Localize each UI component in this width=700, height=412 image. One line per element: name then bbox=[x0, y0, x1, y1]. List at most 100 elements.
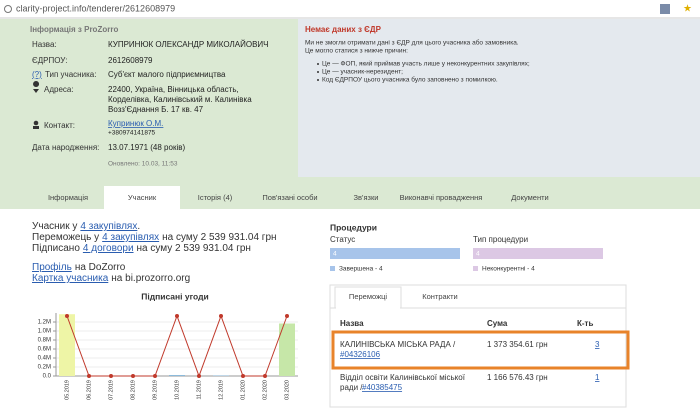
edr-title: Немає даних з ЄДР bbox=[305, 25, 382, 34]
point bbox=[197, 374, 201, 378]
point bbox=[87, 374, 91, 378]
value: Возз'Єднання Б. 17 кв. 47 bbox=[108, 105, 204, 114]
count[interactable]: 1 bbox=[595, 373, 600, 382]
text: Переможець у bbox=[32, 232, 99, 243]
point bbox=[131, 374, 135, 378]
tab[interactable]: Інформація bbox=[48, 193, 88, 202]
procedure-label: Тип процедури bbox=[473, 235, 528, 244]
updated: Оновлено: 10.03, 11:53 bbox=[108, 161, 178, 168]
count[interactable]: 3 bbox=[595, 340, 600, 349]
org-code[interactable]: #04326106 bbox=[340, 350, 381, 359]
hint[interactable]: (?) bbox=[32, 70, 42, 79]
tab[interactable]: Учасник bbox=[128, 193, 157, 202]
procedure-value: 4 bbox=[476, 251, 480, 258]
bar bbox=[59, 314, 75, 376]
bar bbox=[169, 375, 185, 376]
label: ЄДРПОУ: bbox=[32, 56, 67, 65]
value: 13.07.1971 (48 років) bbox=[108, 143, 185, 152]
x-tick-label: 09.2019 bbox=[152, 380, 158, 400]
tab[interactable]: Переможці bbox=[349, 292, 387, 301]
point bbox=[285, 314, 289, 318]
summary-line: Підписано 4 договори на суму 2 539 931.04 … bbox=[32, 243, 251, 254]
sum: 1 166 576.43 грн bbox=[487, 373, 548, 382]
tab[interactable]: Зв'язки bbox=[354, 193, 379, 202]
sum: 1 373 354.61 грн bbox=[487, 340, 548, 349]
bar bbox=[279, 323, 295, 376]
pin-icon bbox=[33, 81, 40, 93]
person-icon bbox=[33, 120, 39, 126]
procedures-title: Процедури bbox=[330, 222, 377, 232]
org-name: Відділ освіти Калинівської міської bbox=[340, 373, 466, 382]
phone: +380974141875 bbox=[108, 130, 156, 137]
tab[interactable]: Виконавчі провадження bbox=[400, 193, 483, 202]
value: Корделівка, Калинівський м. Калинівка bbox=[108, 95, 252, 104]
x-tick-label: 12.2019 bbox=[218, 380, 224, 400]
tab[interactable]: Історія (4) bbox=[198, 193, 233, 202]
value: 2612608979 bbox=[108, 56, 153, 65]
point bbox=[241, 374, 245, 378]
bullet bbox=[317, 79, 319, 81]
tab-active[interactable] bbox=[104, 186, 180, 210]
highlight bbox=[331, 330, 630, 370]
contact-link[interactable]: Купринюк О.М. bbox=[108, 119, 163, 128]
label: Дата народження: bbox=[32, 143, 99, 152]
text: Підписано bbox=[32, 243, 80, 254]
point bbox=[263, 374, 267, 378]
text: Учасник у bbox=[32, 221, 77, 232]
point bbox=[153, 374, 157, 378]
x-tick-label: 03.2020 bbox=[284, 380, 290, 400]
org-code[interactable]: #40385475 bbox=[362, 383, 403, 392]
y-tick-label: 1.0M bbox=[38, 329, 51, 335]
value: КУПРИНЮК ОЛЕКСАНДР МИКОЛАЙОВИЧ bbox=[108, 40, 268, 49]
link[interactable]: Картка учасника bbox=[32, 273, 109, 284]
summary-line: Профіль на DoZorro bbox=[32, 261, 126, 273]
point bbox=[175, 314, 179, 318]
column-header: Назва bbox=[340, 319, 364, 328]
y-tick-label: 0.0 bbox=[43, 374, 52, 380]
link[interactable]: 4 закупівлях bbox=[102, 232, 159, 243]
tab[interactable]: Контракти bbox=[422, 292, 457, 301]
text: . bbox=[137, 221, 140, 232]
procedure-bar bbox=[330, 248, 460, 259]
point bbox=[65, 314, 69, 318]
edr-bullet: Це — учасник-нерезидент; bbox=[322, 69, 403, 76]
legend-swatch bbox=[473, 266, 478, 271]
label: Адреса: bbox=[44, 85, 74, 94]
address-bar bbox=[0, 0, 700, 18]
label: Назва: bbox=[32, 40, 57, 49]
y-tick-label: 1.2M bbox=[38, 320, 51, 326]
summary-line: Картка учасника на bi.prozorro.org bbox=[32, 273, 190, 284]
label: Тип учасника: bbox=[45, 70, 96, 79]
x-tick-label: 07.2019 bbox=[108, 380, 114, 400]
point bbox=[219, 314, 223, 318]
y-tick-label: 0.2M bbox=[38, 365, 51, 371]
procedure-value: 4 bbox=[333, 251, 337, 258]
bookmark-icon[interactable]: ★ bbox=[683, 4, 692, 15]
person-icon bbox=[33, 126, 39, 129]
text: на суму 2 539 931.04 грн bbox=[162, 232, 276, 243]
link[interactable]: Профіль bbox=[32, 261, 72, 273]
translate-icon[interactable] bbox=[660, 4, 670, 14]
link[interactable]: 4 закупівлях bbox=[80, 221, 137, 232]
x-tick-label: 02.2020 bbox=[262, 380, 268, 400]
link[interactable]: 4 договори bbox=[83, 243, 134, 254]
chart: 0.0 0.2M 0.4M 0.6M 0.8M 1.0M 1.2M 05.2019 06.201… bbox=[38, 313, 298, 400]
winners-panel bbox=[329, 284, 627, 408]
x-tick-label: 01.2020 bbox=[240, 380, 246, 400]
text: на bi.prozorro.org bbox=[111, 273, 190, 284]
chart-title: Підписані угоди bbox=[141, 291, 209, 301]
y-tick-label: 0.8M bbox=[38, 338, 51, 344]
legend-swatch bbox=[330, 266, 335, 271]
column-header: К-ть bbox=[577, 319, 593, 328]
value: 22400, Україна, Вінницька область, bbox=[108, 85, 239, 94]
url[interactable]: clarity-project.info/tenderer/2612608979 bbox=[16, 3, 175, 13]
tab[interactable]: Документи bbox=[511, 193, 548, 202]
edr-text: Ми не змогли отримати дані з ЄДР для цьо… bbox=[305, 39, 519, 47]
tab[interactable]: Пов'язані особи bbox=[262, 193, 317, 202]
y-tick-label: 0.6M bbox=[38, 347, 51, 353]
x-tick-label: 11.2019 bbox=[196, 380, 202, 399]
